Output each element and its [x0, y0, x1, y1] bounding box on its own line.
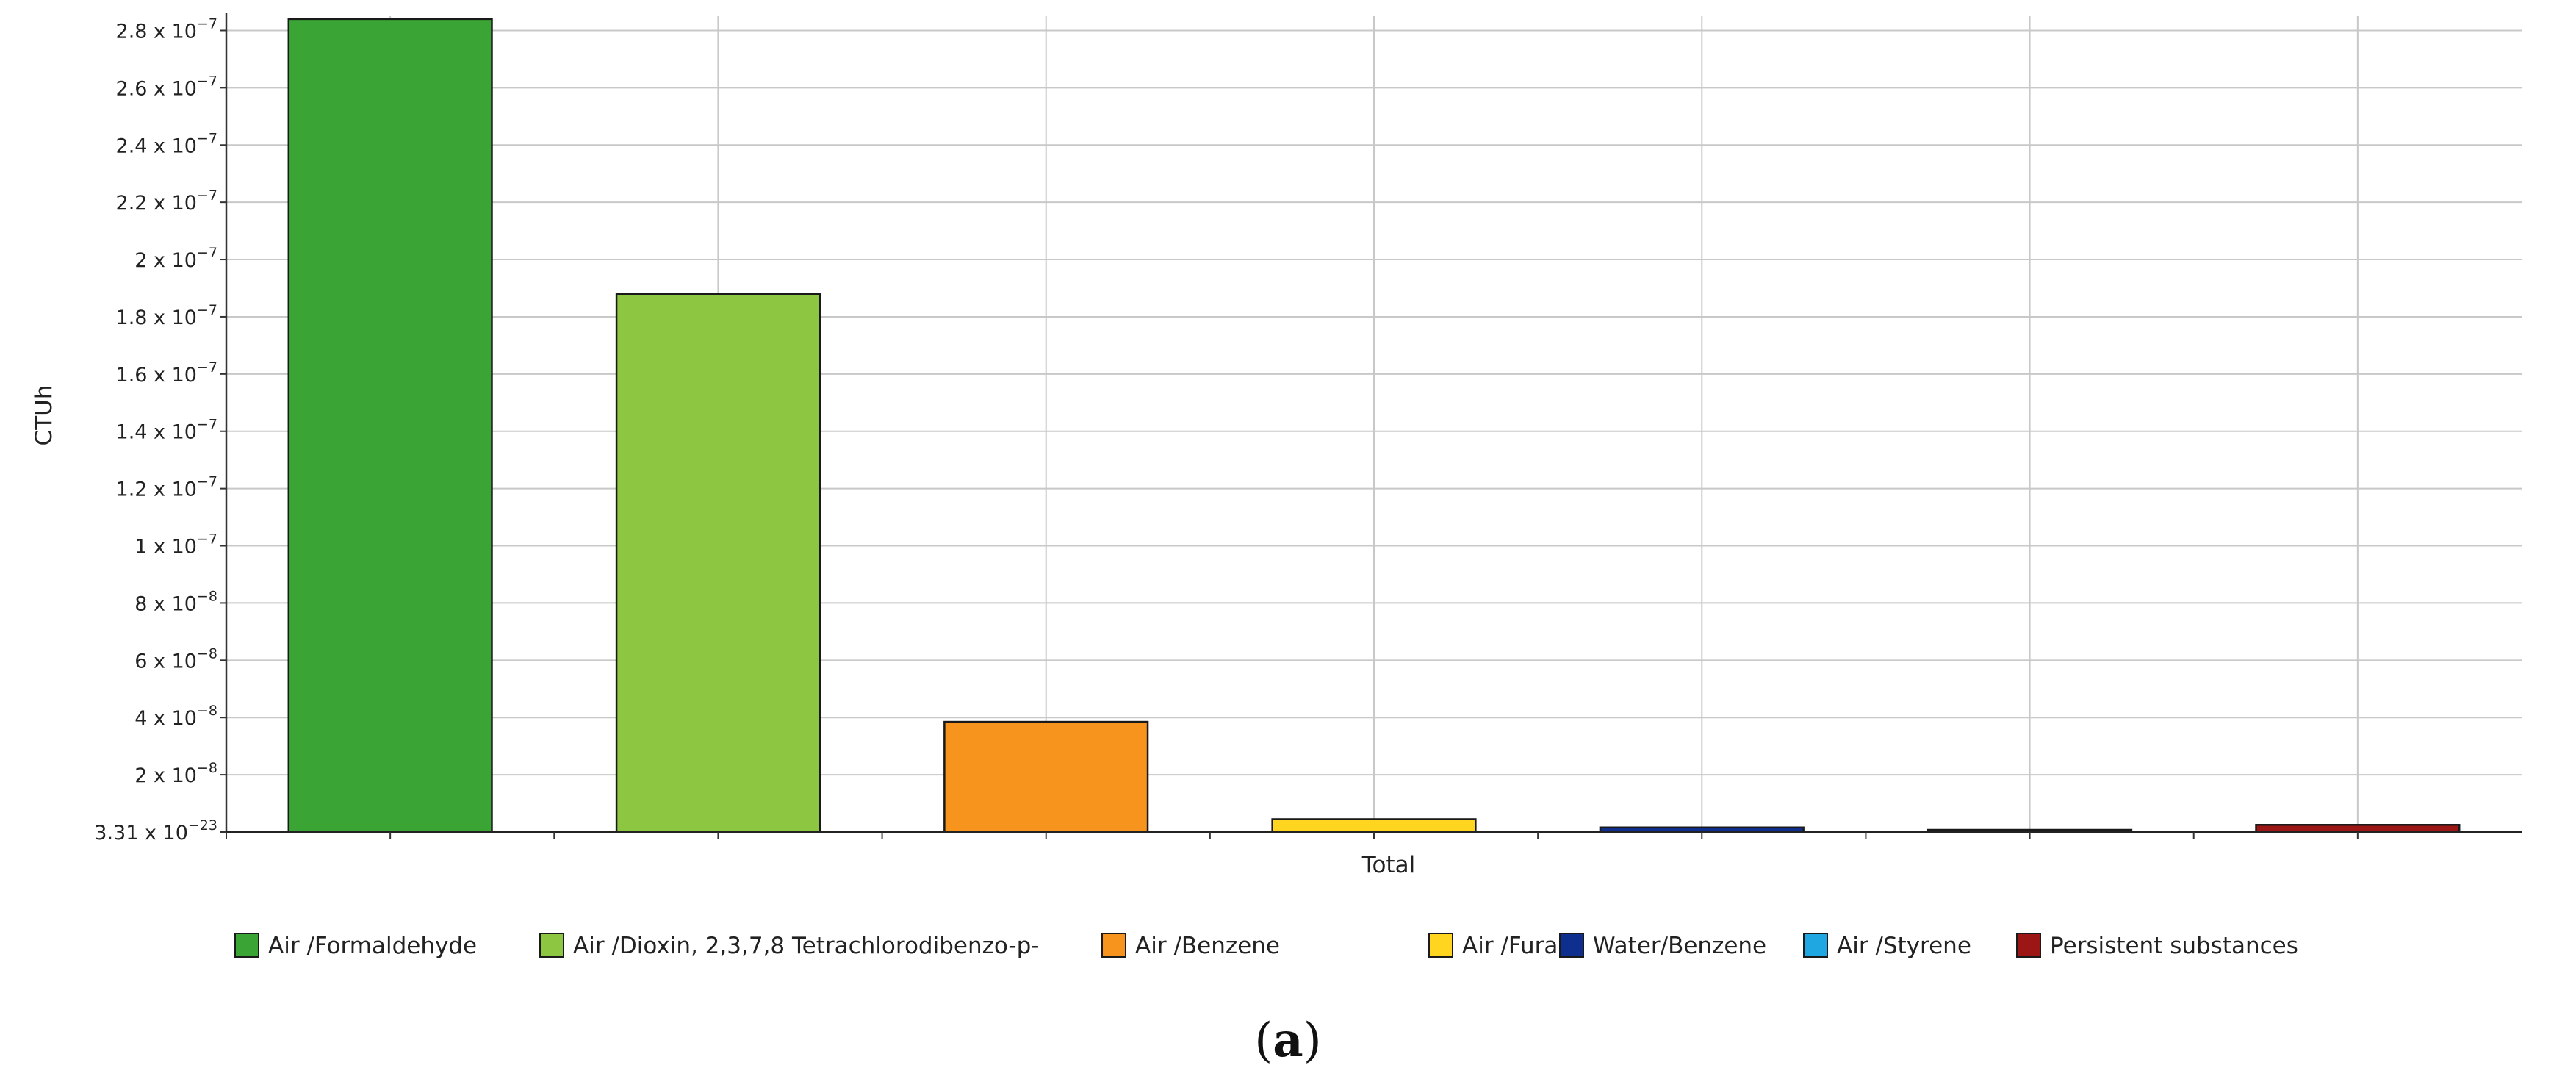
legend-label-2: Air /Benzene [1135, 933, 1280, 959]
y-tick-label: 2.6 x 10−7 [116, 73, 217, 100]
legend-label-6: Persistent substances [2050, 933, 2298, 959]
y-tick-label: 2.2 x 10−7 [116, 187, 217, 215]
bar-0 [287, 18, 493, 833]
bar-3 [1271, 818, 1477, 833]
y-tick-label: 3.31 x 10−23 [94, 817, 217, 845]
y-tick-labels: 3.31 x 10−23 2 x 10−8 4 x 10−8 6 x 10−8 8 x … [94, 15, 217, 845]
legend-swatch-0 [234, 933, 259, 958]
caption-letter: a [1273, 1013, 1303, 1068]
x-axis-title: Total [1361, 852, 1415, 878]
y-tick-label: 1.8 x 10−7 [116, 302, 217, 329]
legend-label-5: Air /Styrene [1837, 933, 1971, 959]
bar-2 [943, 720, 1149, 833]
y-tick-label: 1 x 10−7 [134, 531, 217, 559]
legend-label-1: Air /Dioxin, 2,3,7,8 Tetrachlorodibenzo-… [573, 933, 1039, 959]
y-tick-label: 1.2 x 10−7 [116, 474, 217, 501]
y-tick-label: 2.4 x 10−7 [116, 130, 217, 157]
legend-label-0: Air /Formaldehyde [268, 933, 477, 959]
legend-swatch-3 [1428, 933, 1453, 958]
grid [226, 16, 2522, 833]
figure-caption: (a) [1254, 1013, 1322, 1068]
bars [287, 18, 2461, 833]
legend-swatch-2 [1101, 933, 1126, 958]
legend-label-4: Water/Benzene [1593, 933, 1766, 959]
y-tick-label: 8 x 10−8 [134, 588, 217, 615]
legend-swatch-4 [1559, 933, 1584, 958]
y-tick-label: 2 x 10−7 [134, 245, 217, 272]
legend-label-3: Air /Furan [1462, 933, 1572, 959]
bar-1 [615, 293, 821, 833]
y-tick-label: 4 x 10−8 [134, 703, 217, 730]
legend-swatch-6 [2016, 933, 2041, 958]
y-tick-label: 1.6 x 10−7 [116, 359, 217, 387]
legend-swatch-5 [1803, 933, 1828, 958]
y-axis-title: CTUh [31, 385, 57, 446]
axes [220, 13, 2522, 839]
legend: Air /Formaldehyde Air /Dioxin, 2,3,7,8 Te… [234, 933, 2298, 959]
y-tick-label: 2.8 x 10−7 [116, 15, 217, 43]
y-tick-label: 2 x 10−8 [134, 760, 217, 787]
legend-swatch-1 [539, 933, 564, 958]
y-tick-label: 6 x 10−8 [134, 645, 217, 673]
y-tick-label: 1.4 x 10−7 [116, 417, 217, 444]
